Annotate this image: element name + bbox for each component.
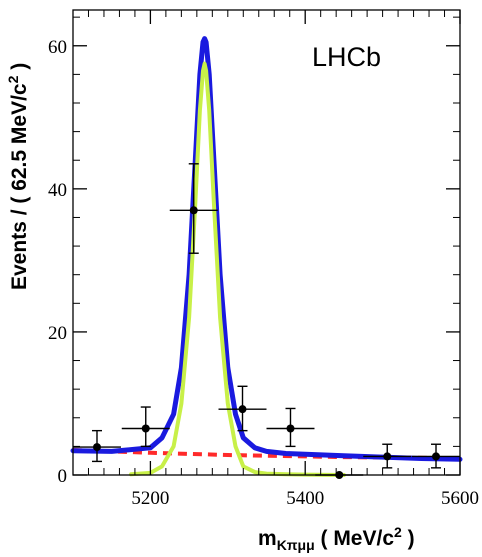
x-axis-title: mKπμμ ( MeV/c2 ): [258, 524, 415, 553]
signal-curve: [129, 61, 346, 477]
x-tick-label: 5600: [441, 488, 479, 509]
data-points: [73, 163, 460, 479]
experiment-label: LHCb: [312, 42, 381, 72]
data-marker: [383, 452, 392, 461]
y-tick-label: 40: [48, 180, 67, 201]
data-point: [363, 443, 412, 469]
axis-ticks: 5200 5400 5600 0 20 40 60: [48, 10, 479, 509]
y-axis-title: Events / ( 62.5 MeV/c2 ): [5, 63, 31, 290]
data-point: [169, 163, 218, 254]
data-marker: [141, 424, 150, 433]
total-fit-curve: [70, 36, 463, 462]
y-tick-label: 0: [58, 466, 68, 487]
data-marker: [189, 206, 198, 215]
data-point: [412, 443, 460, 469]
y-tick-label: 20: [48, 323, 67, 344]
data-point: [121, 406, 170, 448]
data-marker: [238, 405, 247, 414]
fit-curves: [70, 36, 463, 477]
plot-frame: [72, 9, 461, 476]
data-marker: [286, 424, 295, 433]
data-marker: [92, 443, 101, 452]
data-point: [218, 385, 267, 432]
x-tick-label: 5200: [131, 488, 169, 509]
y-tick-label: 60: [48, 37, 67, 58]
data-point: [73, 429, 121, 463]
data-point: [266, 407, 315, 448]
x-tick-label: 5400: [286, 488, 324, 509]
data-marker: [432, 452, 441, 461]
